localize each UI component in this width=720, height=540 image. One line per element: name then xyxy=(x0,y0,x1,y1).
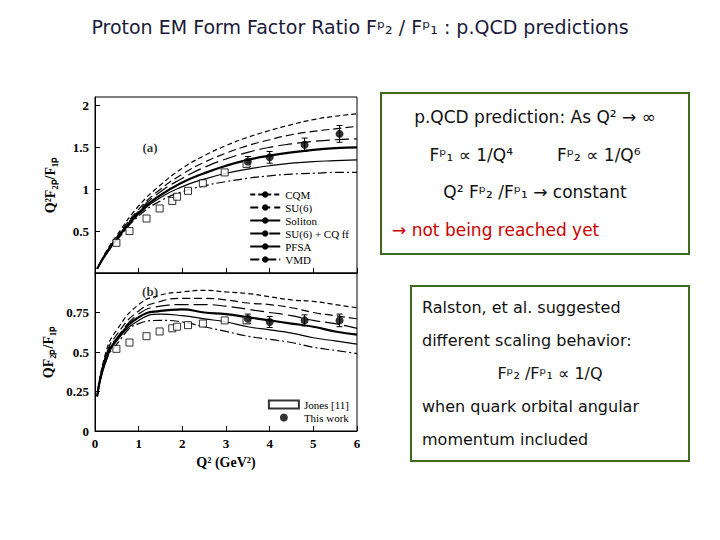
svg-text:Q² (GeV²): Q² (GeV²) xyxy=(196,455,256,471)
html-text:momentum included: momentum included xyxy=(422,430,589,449)
svg-text:4: 4 xyxy=(266,436,273,451)
svg-text:SU(6): SU(6) xyxy=(285,202,312,215)
svg-text:0.5: 0.5 xyxy=(73,224,90,239)
svg-text:1: 1 xyxy=(83,182,90,197)
svg-text:6: 6 xyxy=(354,436,361,451)
html-text:Proton EM Form Factor Ratio Fᵖ: Proton EM Form Factor Ratio Fᵖ₂ / Fᵖ₁ : … xyxy=(91,16,629,38)
html-text:Q² Fᵖ₂ /Fᵖ₁ → constant: Q² Fᵖ₂ /Fᵖ₁ → constant xyxy=(443,182,627,203)
svg-text:0.25: 0.25 xyxy=(66,384,89,399)
svg-text:PFSA: PFSA xyxy=(285,241,311,253)
svg-text:(a): (a) xyxy=(142,140,157,155)
svg-text:1.5: 1.5 xyxy=(73,140,90,155)
html-text:Fᵖ₁ ∝ 1/Q⁴: Fᵖ₁ ∝ 1/Q⁴ xyxy=(429,144,513,165)
svg-text:3: 3 xyxy=(223,436,230,451)
svg-text:1: 1 xyxy=(135,436,142,451)
html-text:→ not being reached yet: → not being reached yet xyxy=(392,220,600,241)
html-text:when quark orbital angular: when quark orbital angular xyxy=(422,397,639,416)
svg-text:2: 2 xyxy=(179,436,186,451)
svg-text:0.5: 0.5 xyxy=(73,345,90,360)
svg-text:CQM: CQM xyxy=(285,189,310,201)
svg-text:0: 0 xyxy=(83,424,90,439)
svg-text:This work: This work xyxy=(304,412,349,424)
html-text:Fᵖ₂ ∝ 1/Q⁶: Fᵖ₂ ∝ 1/Q⁶ xyxy=(557,144,641,165)
svg-text:QF₂ₚ/F₁ₚ: QF₂ₚ/F₁ₚ xyxy=(41,326,57,378)
svg-text:2: 2 xyxy=(83,98,90,113)
svg-text:Jones [11]: Jones [11] xyxy=(304,399,349,411)
svg-text:Soliton: Soliton xyxy=(285,215,317,227)
svg-text:5: 5 xyxy=(310,436,317,451)
html-text:Ralston, et al. suggested: Ralston, et al. suggested xyxy=(422,298,621,317)
svg-text:VMD: VMD xyxy=(285,254,311,266)
svg-text:0.75: 0.75 xyxy=(66,305,89,320)
svg-text:(b): (b) xyxy=(142,284,158,299)
svg-text:0: 0 xyxy=(92,436,99,451)
html-text:different scaling behavior:: different scaling behavior: xyxy=(422,331,632,350)
html-text:Fᵖ₂ /Fᵖ₁ ∝ 1/Q: Fᵖ₂ /Fᵖ₁ ∝ 1/Q xyxy=(497,364,603,383)
html-text:p.QCD prediction: As Q² → ∞: p.QCD prediction: As Q² → ∞ xyxy=(414,106,656,127)
svg-text:SU(6) + CQ ff: SU(6) + CQ ff xyxy=(285,228,349,241)
svg-text:Q²F₂ₚ/F₁ₚ: Q²F₂ₚ/F₁ₚ xyxy=(43,157,59,213)
